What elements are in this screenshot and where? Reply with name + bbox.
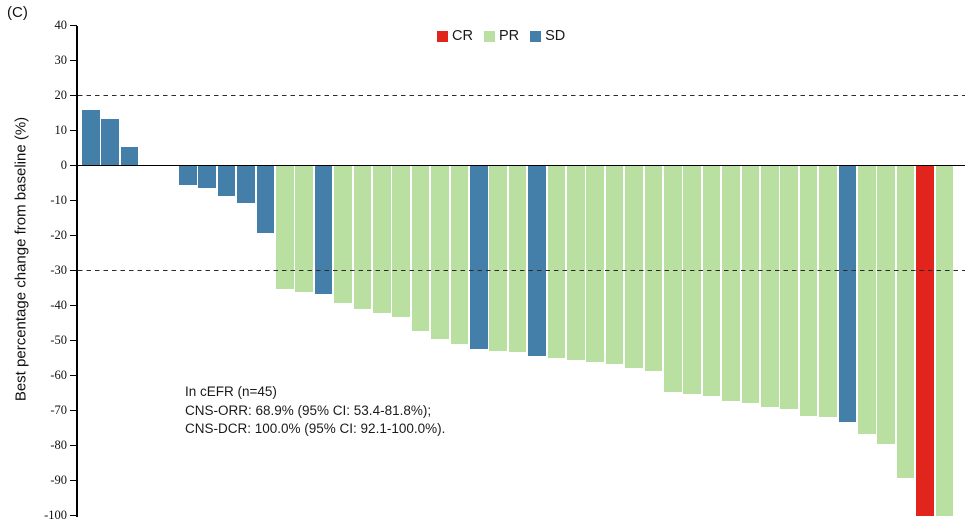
bar-patient-38-pr (799, 165, 818, 416)
bar-patient-34-pr (722, 165, 740, 401)
bar-patient-28-pr (605, 165, 624, 365)
y-axis-tick (69, 94, 77, 97)
bar-patient-36-pr (761, 165, 779, 407)
bar-patient-24-sd (528, 165, 546, 356)
y-axis-tick-label: -40 (50, 297, 67, 312)
reference-line--30 (78, 269, 965, 272)
bar-patient-27-pr (586, 165, 604, 363)
y-axis-tick-label: 20 (54, 87, 68, 102)
bar-patient-3-sd (120, 146, 139, 166)
legend-swatch-cr (437, 30, 448, 42)
y-axis-tick-label: -10 (50, 192, 67, 207)
bar-patient-13-sd (314, 165, 333, 294)
y-axis-tick-label: -90 (50, 472, 67, 487)
y-axis-tick-label: 40 (54, 17, 68, 32)
legend-label-pr: PR (498, 28, 520, 44)
figure-panel-label: (C) (7, 4, 28, 21)
y-axis-tick (69, 199, 77, 202)
y-axis-tick-label: 0 (60, 157, 67, 172)
bar-patient-31-pr (664, 165, 682, 392)
legend-item-cr: CR (437, 28, 473, 44)
bar-patient-33-pr (702, 165, 721, 397)
y-axis-line (76, 26, 78, 517)
y-axis-tick (69, 339, 77, 342)
y-axis-tick-label: 30 (54, 52, 68, 67)
y-axis-tick-label: -60 (50, 367, 67, 382)
bar-patient-2-sd (101, 118, 119, 166)
bar-patient-14-pr (334, 165, 352, 304)
chart-legend: CR PR SD (437, 28, 576, 44)
bar-patient-26-pr (567, 165, 585, 361)
bar-patient-17-pr (392, 165, 410, 318)
y-axis-tick (69, 129, 77, 132)
annotation-line: CNS-DCR: 100.0% (95% CI: 92.1-100.0%). (185, 421, 446, 436)
bar-patient-21-sd (470, 165, 488, 349)
bar-patient-1-sd (82, 109, 100, 166)
y-axis-tick-label: -100 (44, 507, 67, 522)
annotation-line: In cEFR (n=45) (185, 384, 277, 399)
bar-patient-15-pr (353, 165, 372, 309)
y-axis-tick-label: 10 (54, 122, 68, 137)
legend-label-cr: CR (452, 28, 473, 44)
x-axis-baseline (78, 164, 965, 167)
annotation-line: CNS-ORR: 68.9% (95% CI: 53.4-81.8%); (185, 402, 432, 418)
y-axis-tick (69, 24, 77, 27)
bar-patient-35-pr (741, 165, 760, 403)
y-axis-tick (69, 374, 77, 377)
bar-patient-39-pr (819, 165, 837, 418)
bar-patient-30-pr (644, 165, 663, 371)
y-axis-tick (69, 514, 77, 517)
bar-patient-32-pr (683, 165, 701, 395)
y-axis-tick (69, 164, 77, 167)
bar-patient-10-sd (256, 165, 275, 234)
y-axis-tick (69, 479, 77, 482)
bar-patient-8-sd (217, 165, 236, 196)
bar-patient-42-pr (877, 165, 895, 444)
bar-patient-20-pr (450, 165, 469, 344)
reference-line-20 (78, 94, 965, 97)
bar-patient-12-pr (295, 165, 313, 293)
bar-patient-41-pr (858, 165, 876, 434)
y-axis-tick (69, 269, 77, 272)
y-axis-tick (69, 444, 77, 447)
legend-item-pr: PR (483, 28, 520, 44)
bar-patient-9-sd (237, 165, 255, 203)
bar-patient-16-pr (373, 165, 391, 313)
legend-swatch-sd (530, 30, 542, 42)
y-axis-tick (69, 409, 77, 412)
y-axis-tick (69, 234, 77, 237)
bar-patient-45-pr (935, 165, 954, 516)
legend-label-sd: SD (545, 28, 566, 44)
y-axis-tick-label: -70 (50, 402, 67, 417)
bar-patient-19-pr (431, 165, 449, 339)
bar-patient-40-sd (838, 165, 857, 422)
bar-patient-37-pr (780, 165, 798, 410)
bar-patient-7-sd (198, 165, 216, 189)
bar-patient-22-pr (489, 165, 507, 351)
legend-swatch-pr (483, 30, 495, 42)
y-axis-tick-label: -50 (50, 332, 67, 347)
y-axis-tick-label: -30 (50, 262, 67, 277)
y-axis-tick-label: -80 (50, 437, 67, 452)
legend-item-sd: SD (530, 28, 565, 44)
bar-patient-6-sd (179, 165, 197, 185)
annotation-text: In cEFR (n=45) CNS-ORR: 68.9% (95% CI: 5… (185, 383, 445, 439)
y-axis-tick-label: -20 (50, 227, 67, 242)
y-axis-tick (69, 304, 77, 307)
bar-patient-43-pr (896, 165, 915, 479)
bar-patient-44-cr (916, 165, 934, 516)
bar-patient-11-pr (276, 165, 294, 289)
bar-patient-23-pr (508, 165, 527, 353)
bar-patient-18-pr (411, 165, 430, 332)
y-axis-tick (69, 59, 77, 62)
bar-patient-29-pr (625, 165, 643, 369)
bar-patient-25-pr (547, 165, 566, 358)
